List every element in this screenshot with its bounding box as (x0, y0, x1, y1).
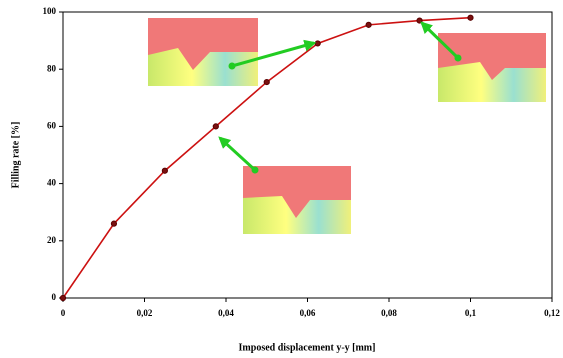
y-axis-title: Filling rate [%] (10, 122, 21, 189)
data-point (417, 18, 422, 23)
chart: 0 20 40 60 80 100 0 0,02 0,04 0,06 0,08 0,1 0,12 Imp… (0, 0, 563, 358)
arrow-tail (229, 63, 236, 70)
data-point (213, 124, 218, 129)
y-tick-label: 100 (43, 6, 57, 16)
y-tick-label: 0 (52, 292, 57, 302)
y-tick-label: 60 (47, 120, 57, 130)
x-tick-label: 0,08 (381, 308, 397, 318)
x-tick-label: 0,06 (300, 308, 316, 318)
arrow (220, 138, 255, 170)
x-axis-title: Imposed displacement y-y [mm] (239, 342, 376, 353)
y-tick-label: 80 (47, 63, 57, 73)
inset-image (243, 166, 351, 234)
x-tick-label: 0 (61, 308, 66, 318)
y-tick-label: 20 (47, 235, 57, 245)
x-tick-label: 0,02 (137, 308, 153, 318)
inset-image (438, 33, 546, 102)
arrow-tail (252, 167, 259, 174)
data-point (264, 79, 269, 84)
arrow-tail (455, 55, 462, 62)
data-line (63, 18, 471, 298)
inset-image (148, 18, 258, 86)
data-point (60, 295, 65, 300)
x-tick-label: 0,04 (218, 308, 234, 318)
data-point (162, 168, 167, 173)
y-tick-label: 40 (47, 178, 57, 188)
data-point (111, 221, 116, 226)
data-point (468, 15, 473, 20)
x-tick-label: 0,1 (465, 308, 477, 318)
data-point (315, 41, 320, 46)
data-point (366, 22, 371, 27)
x-tick-label: 0,12 (544, 308, 560, 318)
